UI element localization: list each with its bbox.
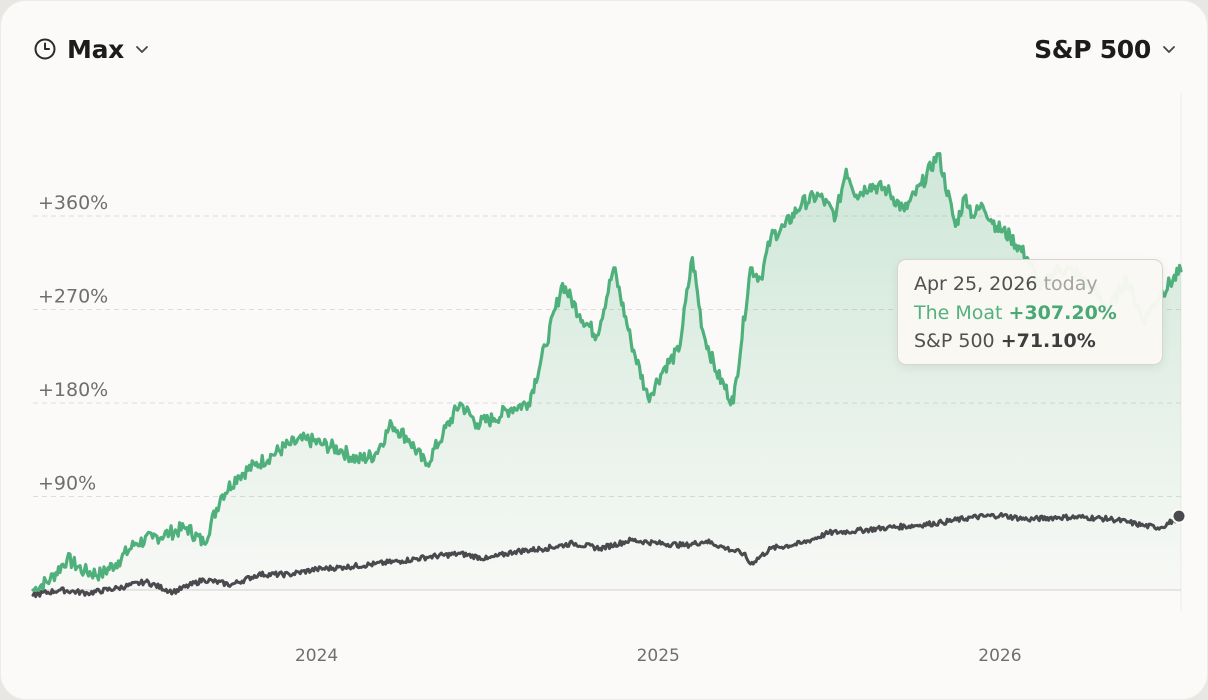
benchmark-selector[interactable]: S&P 500 [1034,31,1177,67]
chevron-down-icon [1163,46,1175,53]
x-tick-label: 2025 [637,646,680,666]
range-selector[interactable]: Max [33,31,150,67]
tick-labels: +90% +180% +270% +360% 2024 2025 2026 [38,192,1022,666]
tooltip-series2-row: S&P 500 +71.10% [914,327,1146,356]
series-layer [31,152,1187,599]
tooltip-today: today [1043,273,1098,295]
sp500-series-line [31,512,1183,599]
tooltip-series2-value: +71.10% [1000,330,1096,352]
clock-icon [34,38,56,60]
sp500-endpoint-marker [1171,508,1187,524]
chart-tooltip: Apr 25, 2026 today The Moat +307.20% S&P… [897,259,1163,365]
y-tick-label: +180% [38,379,108,401]
moat-series-line [31,152,1183,595]
moat-area-fill [33,153,1181,593]
y-tick-label: +90% [38,473,96,495]
chevron-down-icon [136,46,148,53]
x-tick-label: 2024 [295,646,338,666]
tooltip-series1-value: +307.20% [1008,301,1117,324]
y-tick-label: +360% [38,192,108,214]
tooltip-series1-name: The Moat [914,301,1003,324]
tooltip-date-row: Apr 25, 2026 today [914,270,1146,299]
benchmark-label: S&P 500 [1034,34,1151,64]
tooltip-series2-name: S&P 500 [914,330,995,352]
tooltip-series1-row: The Moat +307.20% [914,299,1146,328]
range-label: Max [67,34,124,64]
y-tick-label: +270% [38,286,108,308]
tooltip-date: Apr 25, 2026 [914,273,1038,295]
x-tick-label: 2026 [978,646,1021,666]
